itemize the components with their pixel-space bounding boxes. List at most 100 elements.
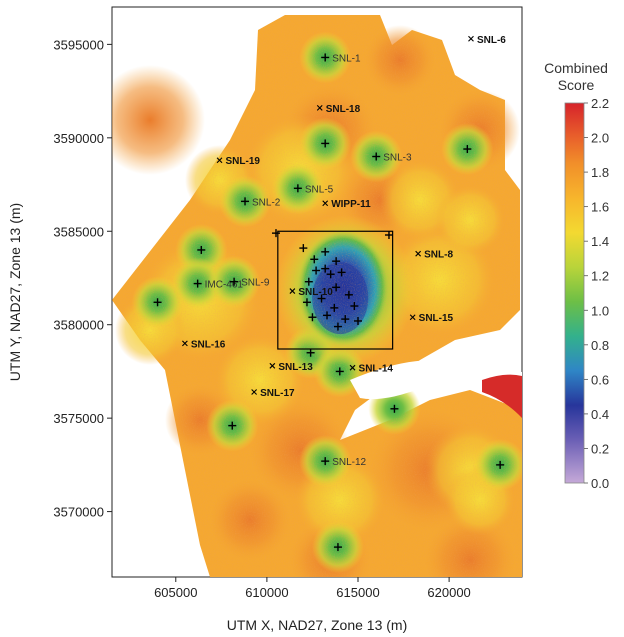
- well-label: SNL-15: [419, 313, 454, 324]
- blank-gap: [350, 360, 522, 400]
- x-axis-label: UTM X, NAD27, Zone 13 (m): [227, 617, 408, 633]
- x-b: [415, 250, 422, 257]
- plus-marker: [390, 404, 399, 413]
- plus-marker: [272, 229, 280, 238]
- well-label: IMC-461: [205, 280, 244, 291]
- y-tick-label: 3585000: [53, 224, 104, 239]
- x-marker: [349, 364, 356, 371]
- well-label: SNL-18: [326, 104, 361, 115]
- well-label: SNL-2: [252, 197, 281, 208]
- plus-marker: [384, 231, 393, 239]
- x-b: [269, 362, 276, 369]
- plus-marker: [335, 367, 344, 376]
- colorbar-ticks: 0.0 0.2 0.4 0.6 0.8 1.0 1.2 1.4 1.6 1.8 2.0 2.2: [584, 96, 609, 491]
- x-tick-label: 620000: [427, 585, 470, 600]
- plus-marker: [350, 302, 359, 311]
- x-b: [216, 157, 223, 164]
- plus-marker: [197, 245, 206, 254]
- plus-marker: [323, 311, 332, 320]
- plus-marker: [317, 294, 326, 303]
- well-label: SNL-3: [383, 153, 412, 164]
- plus-marker: [354, 316, 362, 325]
- x-b: [349, 364, 356, 371]
- colorbar-tick-label: 2.0: [591, 131, 609, 146]
- legend-title-line1: Combined: [544, 60, 608, 76]
- plus-marker: [337, 268, 346, 277]
- y-axis-label: UTM Y, NAD27, Zone 13 (m): [7, 203, 23, 381]
- well-label: WIPP-11: [331, 199, 371, 210]
- x-b: [468, 35, 474, 42]
- colorbar: [564, 102, 585, 484]
- x-b: [289, 288, 296, 294]
- plus-marker: [230, 277, 239, 286]
- y-tick-label: 3580000: [53, 318, 104, 333]
- plus-marker: [321, 139, 330, 148]
- well-label: SNL-5: [305, 184, 334, 195]
- well-label: SNL-10: [298, 287, 333, 298]
- y-tick-label: 3570000: [53, 505, 104, 520]
- x-b: [316, 105, 323, 111]
- plus-marker: [293, 184, 302, 193]
- colorbar-tick-label: 2.2: [591, 96, 609, 111]
- plus-marker: [341, 315, 350, 324]
- x-b: [409, 314, 416, 321]
- plus-marker: [321, 264, 330, 273]
- well-label: SNL-6: [477, 35, 506, 46]
- study-area-box: [277, 230, 394, 350]
- colorbar-tick-label: 1.2: [591, 269, 609, 284]
- well-label: SNL-14: [359, 364, 394, 375]
- orange-patch: [112, 65, 205, 175]
- x-marker: [269, 362, 276, 369]
- colorbar-tick-label: 1.6: [591, 200, 609, 215]
- colorbar-tick-label: 0.0: [591, 476, 609, 491]
- y-tick-label: 3575000: [53, 411, 104, 426]
- x-marker: [415, 250, 422, 257]
- plus-marker: [228, 421, 237, 430]
- plus-marker: [193, 279, 202, 288]
- colorbar-tick-label: 1.0: [591, 303, 609, 318]
- well-label: SNL-13: [278, 362, 313, 373]
- well-label: SNL-12: [332, 457, 366, 468]
- plus-marker: [306, 348, 315, 357]
- colorbar-tick-label: 0.2: [591, 441, 609, 456]
- plus-marker: [299, 244, 308, 253]
- x-b: [322, 200, 329, 207]
- y-axis-ticks: 3570000 3575000 3580000 3585000 3590000 35950…: [53, 37, 112, 520]
- x-b: [251, 389, 258, 395]
- x-marker: [316, 105, 323, 111]
- x-tick-label: 610000: [245, 585, 288, 600]
- plus-marker: [372, 152, 381, 161]
- well-label: SNL-8: [424, 250, 453, 261]
- x-tick-label: 605000: [154, 585, 197, 600]
- score-field: [112, 15, 522, 577]
- plus-marker: [312, 266, 321, 275]
- y-tick-label: 3595000: [53, 37, 104, 52]
- legend-title-line2: Score: [558, 77, 595, 93]
- plus-marker: [321, 53, 330, 62]
- x-marker: [216, 157, 223, 164]
- well-label: SNL-19: [226, 156, 261, 167]
- y-tick-label: 3590000: [53, 131, 104, 146]
- well-label: SNL-9: [241, 278, 270, 289]
- well-label: SNL-16: [191, 339, 226, 350]
- plus-marker: [302, 298, 311, 307]
- plus-marker: [463, 145, 472, 154]
- well-label: SNL-1: [332, 53, 361, 64]
- plus-marker: [326, 270, 335, 279]
- plus-marker: [333, 543, 342, 552]
- colorbar-legend: Combined Score 0.0 0.2 0.4 0.6 0.8 1.0 1.2 1.4 1…: [544, 60, 609, 491]
- plus-marker: [241, 197, 250, 206]
- red-high-zone: [482, 374, 522, 418]
- x-marker: [468, 35, 474, 42]
- well-label: SNL-17: [260, 388, 295, 399]
- x-axis-ticks: 605000 610000 615000 620000: [154, 577, 471, 600]
- x-tick-label: 615000: [336, 585, 379, 600]
- plus-marker: [330, 303, 339, 312]
- plus-marker: [321, 457, 330, 466]
- plus-marker: [344, 290, 353, 299]
- x-b: [181, 340, 188, 347]
- x-marker: [251, 389, 258, 395]
- texture: [112, 15, 522, 577]
